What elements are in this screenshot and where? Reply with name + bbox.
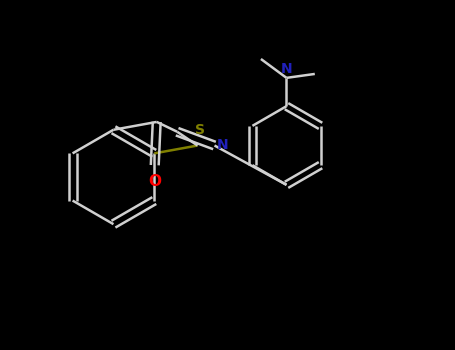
Text: S: S [195,123,205,137]
Text: N: N [217,138,228,152]
Text: O: O [148,174,161,189]
Text: N: N [281,62,292,76]
